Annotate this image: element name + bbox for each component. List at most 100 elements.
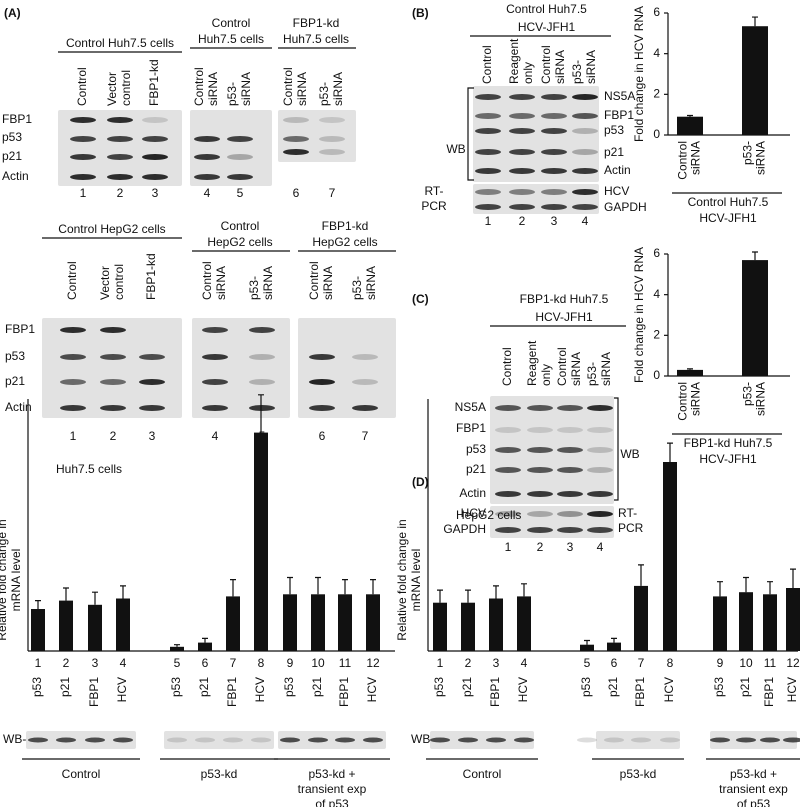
x-tick-label: p53: [579, 677, 593, 697]
x-tick-label: siRNA: [689, 382, 703, 416]
band: [249, 379, 275, 385]
error-bar: [202, 637, 208, 643]
bar: [116, 598, 130, 651]
error-bar: [717, 581, 723, 597]
lane-label: p53-: [585, 362, 599, 386]
band: [249, 354, 275, 360]
bar: [517, 596, 531, 651]
band: [70, 174, 96, 180]
x-axis-label: FBP1-kd Huh7.5: [684, 436, 773, 450]
group-label: p53-kd: [201, 767, 238, 781]
band: [202, 405, 228, 411]
band: [495, 405, 521, 411]
y-tick-label: 6: [653, 5, 660, 19]
lane-label: siRNA: [553, 50, 567, 84]
band: [527, 467, 553, 473]
bar: [88, 604, 102, 651]
wb-label: WB: [446, 142, 465, 156]
lane-label: only: [539, 364, 553, 386]
lane-number: 3: [551, 214, 558, 228]
band: [70, 154, 96, 160]
band: [572, 128, 598, 134]
chart-title: Huh7.5 cells: [56, 462, 122, 476]
row-label: p21: [466, 462, 486, 476]
lane-label: Control: [555, 347, 569, 386]
row-label: p53: [604, 123, 624, 137]
blot: [190, 110, 272, 186]
bar: [677, 369, 703, 376]
band: [167, 737, 187, 743]
band: [430, 737, 450, 743]
bar: [311, 594, 325, 651]
band: [527, 405, 553, 411]
lane-label: only: [521, 62, 535, 84]
lane-number: 1: [485, 214, 492, 228]
band: [495, 527, 521, 533]
x-number: 11: [339, 656, 352, 670]
bar: [59, 600, 73, 651]
band: [557, 467, 583, 473]
y-axis-label: Fold change in HCV RNA: [632, 6, 646, 142]
band: [107, 174, 133, 180]
band: [100, 354, 126, 360]
band: [587, 527, 613, 533]
x-tick-label: FBP1: [488, 677, 502, 707]
band: [604, 737, 624, 743]
row-label: HCV: [604, 184, 629, 198]
lane-number: 6: [293, 186, 300, 200]
blot: [58, 110, 182, 186]
row-label: FBP1: [604, 108, 634, 122]
band: [495, 511, 521, 517]
band: [107, 117, 133, 123]
bar: [198, 642, 212, 651]
band: [572, 149, 598, 155]
band: [100, 327, 126, 333]
x-number: 7: [638, 656, 645, 670]
blot: [278, 731, 386, 749]
x-number: 12: [366, 656, 380, 670]
band: [541, 204, 567, 210]
lane-number: 3: [567, 540, 574, 554]
band: [475, 113, 501, 119]
row-label: p21: [604, 145, 624, 159]
group-title: Control: [212, 16, 251, 30]
group-title: Control HepG2 cells: [58, 222, 165, 236]
lane-number: 1: [70, 429, 77, 443]
y-axis-label: mRNA level: [9, 549, 23, 612]
lane-label: Control: [65, 261, 79, 300]
rtpcr-label: PCR: [421, 199, 447, 213]
band: [251, 737, 271, 743]
band: [319, 117, 345, 123]
band: [283, 136, 309, 142]
band: [100, 379, 126, 385]
blot: [278, 110, 356, 162]
bar: [739, 592, 753, 651]
lane-label: Reagent: [525, 340, 539, 386]
band: [527, 491, 553, 497]
x-tick-label: p53: [169, 677, 183, 697]
band: [783, 737, 800, 743]
group-label: Control: [463, 767, 502, 781]
bar: [713, 596, 727, 651]
error-bar: [687, 368, 693, 370]
band: [475, 189, 501, 195]
x-tick-label: p21: [606, 677, 620, 697]
band: [541, 189, 567, 195]
band: [486, 737, 506, 743]
row-label: p21: [2, 149, 22, 163]
band: [495, 467, 521, 473]
error-bar: [687, 114, 693, 117]
bar: [663, 462, 677, 651]
x-tick-label: HCV: [785, 677, 799, 702]
error-bar: [287, 576, 293, 595]
band: [495, 491, 521, 497]
rtpcr-label: RT-: [424, 184, 443, 198]
lane-number: 4: [597, 540, 604, 554]
lane-number: 2: [519, 214, 526, 228]
x-tick-label: FBP1: [633, 677, 647, 707]
error-bar: [230, 579, 236, 597]
error-bar: [493, 585, 499, 599]
x-number: 2: [465, 656, 472, 670]
x-number: 8: [258, 656, 265, 670]
x-tick-label: Control: [676, 141, 690, 180]
